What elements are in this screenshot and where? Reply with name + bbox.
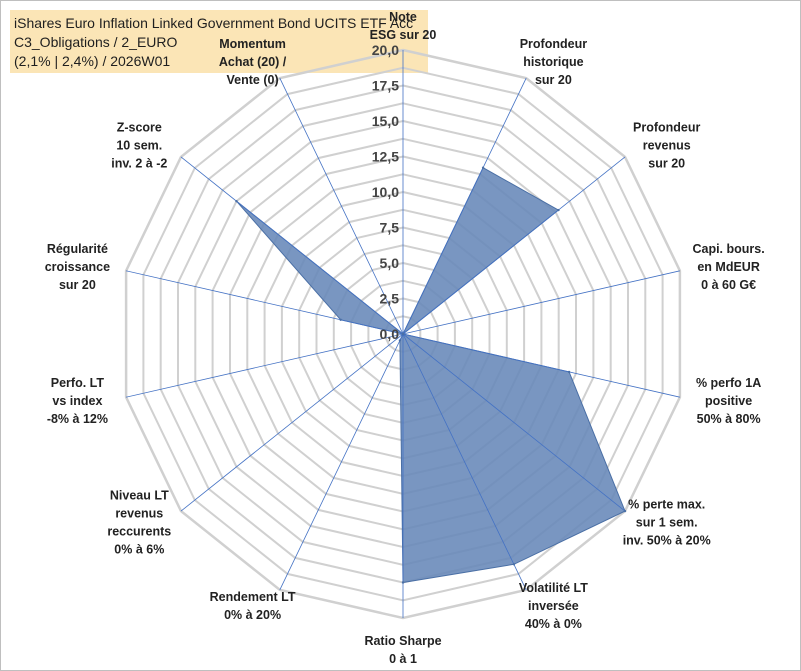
tick-label: 2,5 (380, 291, 400, 307)
axis-label-line: historique (523, 55, 583, 69)
axis-label-line: vs index (52, 394, 102, 408)
axis-label-line: 50% à 80% (697, 412, 761, 426)
axis-spoke (402, 270, 680, 335)
data-point (398, 339, 402, 342)
axis-label: Perfo. LT vs index -8% à 12% (47, 376, 108, 426)
axis-spoke (402, 333, 626, 512)
chart-title: iShares Euro Inflation Linked Government… (14, 15, 414, 31)
axis-label: Z-score 10 sem. inv. 2 à -2 (111, 121, 167, 171)
axis-spoke (402, 156, 626, 335)
tick-label: 17,5 (372, 78, 399, 94)
axis-label-line: en MdEUR (697, 260, 760, 274)
tick-label: 20,0 (372, 42, 399, 58)
data-point (339, 318, 342, 321)
axis-label-line: % perte max. (628, 497, 705, 511)
tick-label: 15,0 (372, 113, 399, 129)
axis-label-line: 40% à 0% (525, 617, 582, 631)
axis-label: Profondeur historique sur 20 (520, 37, 587, 87)
data-area (236, 167, 626, 584)
data-point (401, 332, 405, 336)
axis-label-line: 0% à 6% (114, 542, 164, 556)
axis-label: Ratio Sharpe 0 à 1 (364, 634, 441, 666)
axis-label-line: positive (705, 394, 752, 408)
axis-label: Rendement LT 0% à 20% (210, 590, 296, 622)
axis-label-line: Profondeur (633, 121, 700, 135)
axis-label: % perfo 1A positive 50% à 80% (696, 376, 761, 426)
chart-category: C3_Obligations / 2_EURO (14, 34, 178, 50)
axis-label: Volatilité LT inversée 40% à 0% (519, 581, 588, 631)
data-point (557, 208, 560, 212)
axis-label-line: Vente (0) (227, 73, 279, 87)
axis-label-line: inversée (528, 599, 579, 613)
axis-label-line: Perfo. LT (51, 376, 105, 390)
axis-label-line: inv. 2 à -2 (111, 157, 167, 171)
axis-spoke (402, 333, 680, 398)
axis-label: Capi. bours. en MdEUR 0 à 60 G€ (692, 242, 764, 292)
axis-spoke (126, 333, 404, 398)
axis-label-line: Profondeur (520, 37, 587, 51)
axis-label-line: 10 sem. (116, 139, 162, 153)
axis-spoke (279, 77, 404, 335)
axis-label-line: sur 1 sem. (636, 515, 698, 529)
axis-spoke (180, 333, 404, 512)
axis-label-line: Z-score (117, 121, 162, 135)
axis-label: Profondeur revenus sur 20 (633, 121, 700, 171)
axis-label-line: sur 20 (648, 157, 685, 171)
axis-label-line: croissance (45, 260, 110, 274)
axis-label: Note ESG sur 20 (370, 10, 437, 42)
axis-label: Régularité croissance sur 20 (45, 242, 110, 292)
axis-label-line: Momentum (219, 37, 286, 51)
axis-spoke (126, 270, 404, 335)
axis-label-line: sur 20 (59, 278, 96, 292)
data-point (401, 581, 405, 584)
data-point (481, 166, 485, 169)
tick-label: 12,5 (372, 149, 399, 165)
data-point (512, 563, 516, 566)
axis-label-line: Niveau LT (110, 488, 169, 502)
chart-period: (2,1% | 2,4%) / 2026W01 (14, 53, 171, 69)
axis-label-line: Ratio Sharpe (364, 634, 441, 648)
axis-label-line: reccurents (107, 524, 171, 538)
axis-label-line: 0 à 1 (389, 652, 417, 666)
data-point (567, 370, 571, 374)
axis-label: % perte max. sur 1 sem. inv. 50% à 20% (623, 497, 711, 547)
axis-spoke (279, 333, 404, 591)
chart-title-box: iShares Euro Inflation Linked Government… (10, 10, 428, 73)
axis-label: Momentum Achat (20) / Vente (0) (219, 37, 287, 87)
data-point (235, 200, 238, 203)
axis-label-line: 0 à 60 G€ (701, 278, 756, 292)
axis-label-line: Note (389, 10, 417, 24)
axis-label-line: sur 20 (535, 73, 572, 87)
tick-label: 7,5 (380, 220, 400, 236)
tick-label: 10,0 (372, 184, 399, 200)
axis-label-line: ESG sur 20 (370, 28, 437, 42)
axis-label-line: inv. 50% à 20% (623, 533, 711, 547)
axis-spoke (402, 77, 527, 335)
axis-label-line: revenus (643, 139, 691, 153)
axis-label-line: Achat (20) / (219, 55, 287, 69)
axis-label-line: revenus (115, 506, 163, 520)
axis-label-line: Régularité (47, 242, 108, 256)
axis-label-line: Capi. bours. (692, 242, 764, 256)
tick-label: 5,0 (380, 255, 400, 271)
axis-spoke (402, 333, 527, 591)
axis-label-line: Rendement LT (210, 590, 296, 604)
axis-label-line: Volatilité LT (519, 581, 588, 595)
axis-spoke (180, 156, 404, 335)
data-point (623, 509, 627, 513)
axis-label-line: 0% à 20% (224, 608, 281, 622)
tick-label: 0,0 (380, 326, 400, 342)
axis-label-line: % perfo 1A (696, 376, 761, 390)
axis-label: Niveau LT revenus reccurents 0% à 6% (107, 488, 171, 556)
axis-label-line: -8% à 12% (47, 412, 108, 426)
